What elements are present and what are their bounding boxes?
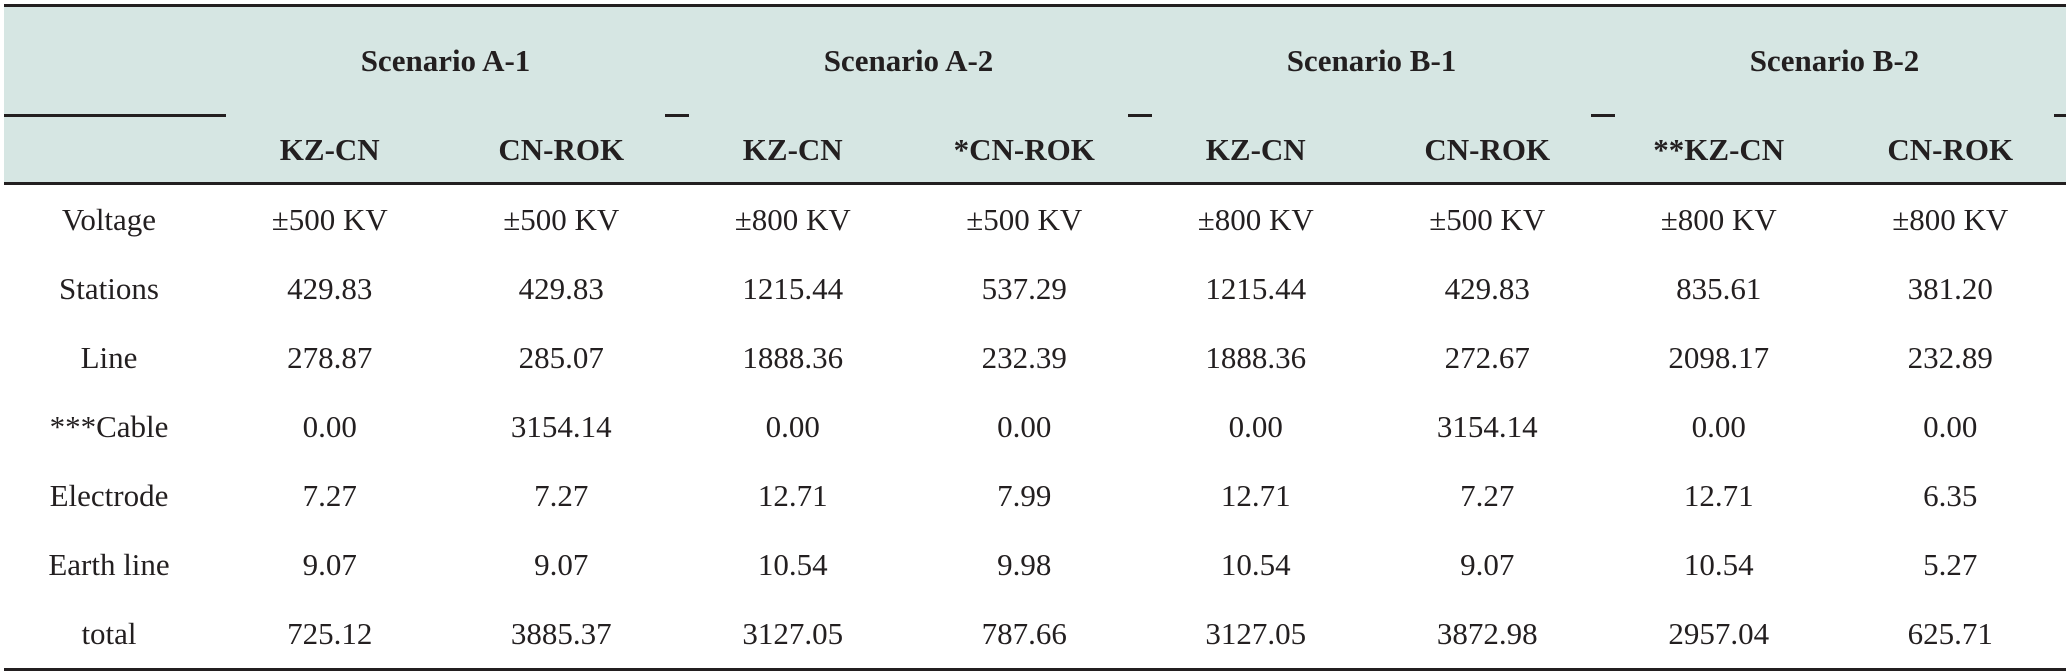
table-cell: 12.71 [1220, 477, 1291, 513]
table-cell: 3885.37 [445, 599, 677, 671]
table-row: total 725.12 3885.37 3127.05 787.66 3127… [4, 599, 2066, 671]
scenario-header: Scenario B-1 [1140, 4, 1603, 117]
table-cell: 3154.14 [1436, 408, 1538, 444]
row-label: total [4, 599, 214, 671]
table-cell: 272.67 [1444, 339, 1530, 375]
table-cell: 381.20 [1907, 270, 1993, 306]
row-label: Voltage [61, 201, 157, 237]
table-cell: 625.71 [1834, 599, 2066, 671]
link-header: **KZ-CN [1603, 114, 1835, 185]
corner-cell [4, 114, 214, 185]
table-cell: 835.61 [1676, 270, 1762, 306]
row-label: ***Cable [49, 408, 169, 444]
row-label: Earth line [48, 546, 170, 582]
table-cell: ±800 KV [1197, 201, 1314, 237]
table-cell: ±800 KV [1660, 201, 1777, 237]
row-label: Stations [59, 270, 159, 306]
table-cell: 12.71 [1683, 477, 1754, 513]
table-cell: 0.00 [765, 408, 820, 444]
row-label: Electrode [49, 477, 169, 513]
table-cell: 285.07 [518, 339, 604, 375]
scenario-header-row: Scenario A-1 Scenario A-2 Scenario B-1 S… [4, 4, 2066, 117]
table-cell: 0.00 [997, 408, 1052, 444]
table-cell: 1888.36 [1205, 339, 1307, 375]
table-cell: 6.35 [1923, 477, 1978, 513]
row-label: Line [80, 339, 138, 375]
table-cell: ±800 KV [1892, 201, 2009, 237]
link-header: CN-ROK [1371, 114, 1603, 185]
table-cell: 3127.05 [677, 599, 909, 671]
table-cell: 2098.17 [1668, 339, 1770, 375]
table-cell: 2957.04 [1603, 599, 1835, 671]
table-cell: 7.27 [1460, 477, 1515, 513]
table-cell: 9.07 [302, 546, 357, 582]
link-header: CN-ROK [1834, 114, 2066, 185]
scenario-header: Scenario A-1 [214, 4, 677, 117]
table-cell: 537.29 [981, 270, 1067, 306]
table-row: Stations 429.83 429.83 1215.44 537.29 12… [4, 254, 2066, 323]
link-header: CN-ROK [445, 114, 677, 185]
table-cell: 1215.44 [742, 270, 844, 306]
table-cell: 5.27 [1923, 546, 1978, 582]
table-cell: 12.71 [757, 477, 828, 513]
table-cell: 3872.98 [1371, 599, 1603, 671]
table-cell: ±800 KV [734, 201, 851, 237]
table-cell: 3127.05 [1140, 599, 1372, 671]
scenario-header: Scenario A-2 [677, 4, 1140, 117]
table-row: Line 278.87 285.07 1888.36 232.39 1888.3… [4, 323, 2066, 392]
table-row: Voltage ±500 KV ±500 KV ±800 KV ±500 KV … [4, 185, 2066, 254]
table-cell: 9.98 [997, 546, 1052, 582]
table-row: Electrode 7.27 7.27 12.71 7.99 12.71 7.2… [4, 461, 2066, 530]
table-cell: 0.00 [1228, 408, 1283, 444]
table-cell: 7.99 [997, 477, 1052, 513]
table-cell: ±500 KV [966, 201, 1083, 237]
table-cell: 1215.44 [1205, 270, 1307, 306]
link-header: KZ-CN [214, 114, 446, 185]
table-cell: 7.27 [302, 477, 357, 513]
table-cell: 0.00 [1691, 408, 1746, 444]
table-cell: 278.87 [287, 339, 373, 375]
table-cell: 9.07 [534, 546, 589, 582]
link-header: *CN-ROK [908, 114, 1140, 185]
table-cell: 429.83 [287, 270, 373, 306]
table-cell: 725.12 [214, 599, 446, 671]
table-cell: ±500 KV [271, 201, 388, 237]
table-cell: 10.54 [757, 546, 828, 582]
table-cell: 10.54 [1220, 546, 1291, 582]
table-cell: ±500 KV [503, 201, 620, 237]
table-row: Earth line 9.07 9.07 10.54 9.98 10.54 9.… [4, 530, 2066, 599]
table-cell: 1888.36 [742, 339, 844, 375]
cost-table-container: Scenario A-1 Scenario A-2 Scenario B-1 S… [4, 4, 2066, 671]
link-header: KZ-CN [1140, 114, 1372, 185]
table-cell: 0.00 [302, 408, 357, 444]
table-cell: 429.83 [1444, 270, 1530, 306]
table-cell: 7.27 [534, 477, 589, 513]
table-cell: 9.07 [1460, 546, 1515, 582]
table-row: ***Cable 0.00 3154.14 0.00 0.00 0.00 315… [4, 392, 2066, 461]
table-cell: 0.00 [1923, 408, 1978, 444]
table-cell: 232.89 [1907, 339, 1993, 375]
link-header-row: KZ-CN CN-ROK KZ-CN *CN-ROK KZ-CN CN-ROK … [4, 114, 2066, 185]
table-cell: 429.83 [518, 270, 604, 306]
link-header: KZ-CN [677, 114, 909, 185]
table-cell: 787.66 [908, 599, 1140, 671]
table-cell: 232.39 [981, 339, 1067, 375]
table-cell: 10.54 [1683, 546, 1754, 582]
scenario-header: Scenario B-2 [1603, 4, 2066, 117]
corner-cell [4, 4, 214, 114]
cost-comparison-table: Scenario A-1 Scenario A-2 Scenario B-1 S… [4, 4, 2066, 671]
table-cell: ±500 KV [1429, 201, 1546, 237]
table-cell: 3154.14 [510, 408, 612, 444]
